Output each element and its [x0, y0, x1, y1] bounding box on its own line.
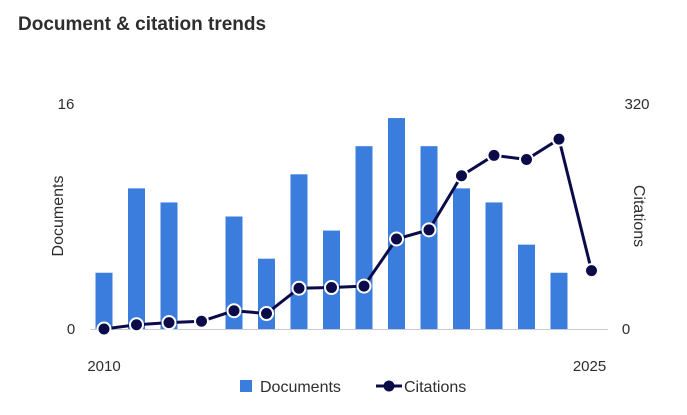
- bar-documents-2023: [518, 244, 535, 329]
- bar-documents-2021: [453, 188, 470, 329]
- point-citations-2025: [584, 263, 599, 279]
- bar-documents-2018: [355, 146, 373, 329]
- bar-documents-2012: [160, 202, 178, 329]
- point-citations-2013: [194, 313, 209, 329]
- point-citations-2015: [259, 306, 274, 322]
- point-citations-2021: [454, 168, 469, 184]
- legend-citations-marker: [383, 380, 395, 392]
- bar-documents-2017: [323, 230, 340, 329]
- y-right-axis-label: Citations: [630, 185, 647, 247]
- point-citations-2010: [96, 321, 112, 337]
- y-right-tick-max: 320: [624, 96, 649, 113]
- point-citations-2016: [291, 280, 307, 296]
- bar-documents-2016: [290, 174, 308, 329]
- point-citations-2014: [226, 303, 242, 319]
- point-citations-2011: [129, 317, 144, 333]
- point-citations-2020: [421, 222, 437, 238]
- point-citations-2012: [161, 315, 177, 331]
- point-citations-2018: [356, 278, 372, 294]
- point-citations-2019: [389, 231, 404, 247]
- y-left-tick-min: 0: [67, 321, 75, 338]
- bar-documents-2014: [225, 216, 243, 329]
- y-left-axis-label: Documents: [50, 176, 67, 257]
- y-left-tick-max: 16: [58, 96, 75, 113]
- y-right-tick-min: 0: [622, 321, 630, 338]
- legend-documents-swatch: [240, 380, 252, 392]
- citations-line: [103, 137, 593, 331]
- bar-documents-2010: [95, 272, 113, 329]
- legend-citations-label: Citations: [404, 379, 466, 396]
- bar-documents-2019: [388, 118, 405, 329]
- bar-documents-2011: [128, 188, 145, 329]
- x-tick-last: 2025: [573, 358, 606, 375]
- point-citations-2024: [551, 131, 567, 147]
- bar-documents-2020: [420, 146, 438, 329]
- chart-title: Document & citation trends: [18, 14, 267, 35]
- x-tick-first: 2010: [87, 358, 120, 375]
- bar-documents-2024: [550, 272, 568, 329]
- point-citations-2023: [519, 152, 534, 168]
- legend-documents-label: Documents: [260, 379, 341, 396]
- legend: Documents Citations: [240, 379, 466, 396]
- point-citations-2022: [486, 147, 502, 163]
- citations-line-group: [96, 131, 599, 337]
- bar-documents-2022: [485, 202, 503, 329]
- point-citations-2017: [324, 280, 339, 296]
